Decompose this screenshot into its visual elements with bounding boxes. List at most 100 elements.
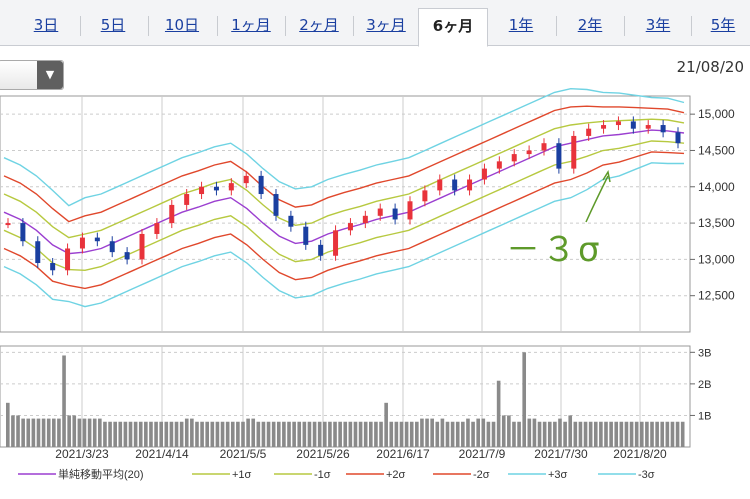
volume-bar	[31, 418, 36, 447]
volume-bar	[532, 418, 537, 447]
volume-bar	[108, 421, 112, 447]
volume-bar	[246, 418, 250, 447]
candle-body	[407, 201, 413, 220]
volume-bar	[174, 421, 179, 447]
volume-bar	[568, 415, 573, 447]
volume-bar	[522, 352, 527, 447]
y-tick-label: 14,000	[698, 180, 735, 194]
candle-body	[35, 241, 41, 264]
volume-bar	[588, 421, 593, 447]
volume-bar	[583, 421, 588, 447]
volume-bar	[205, 421, 210, 447]
candle-body	[288, 215, 294, 227]
volume-bar	[501, 415, 506, 447]
volume-bar	[256, 421, 261, 447]
y-tick-label: 13,500	[698, 216, 735, 230]
tab-3[interactable]: 1ヶ月	[231, 16, 271, 34]
volume-bar	[266, 421, 271, 447]
tab-8[interactable]: 2年	[577, 16, 603, 34]
indicator-dropdown[interactable]: ▼	[0, 60, 64, 90]
volume-bar	[184, 418, 189, 447]
volume-bar	[619, 421, 624, 447]
volume-bar	[517, 421, 521, 447]
volume-bar	[645, 421, 649, 447]
volume-bar	[292, 421, 296, 447]
volume-bar	[394, 421, 399, 447]
volume-bar	[62, 355, 66, 447]
candle-body	[139, 233, 145, 260]
candle-body	[169, 204, 175, 224]
band-line	[3, 105, 685, 223]
x-tick-label: 2021/6/17	[376, 447, 430, 461]
volume-bar	[665, 421, 670, 447]
volume-bar	[87, 418, 92, 447]
tab-9[interactable]: 3年	[645, 16, 671, 34]
volume-bar	[21, 418, 25, 447]
candle-body	[199, 186, 205, 195]
volume-bar	[670, 421, 675, 447]
volume-bar	[230, 421, 235, 447]
volume-bar	[609, 421, 613, 447]
volume-bar	[133, 421, 138, 447]
volume-bar	[276, 421, 281, 447]
tab-6[interactable]: 6ヶ月	[418, 8, 488, 47]
tab-7[interactable]: 1年	[508, 16, 534, 34]
volume-bar	[261, 421, 266, 447]
volume-bar	[573, 421, 578, 447]
candle-body	[437, 179, 443, 191]
volume-bar	[46, 418, 51, 447]
volume-bar	[200, 421, 204, 447]
volume-bar	[144, 421, 148, 447]
volume-bar	[537, 421, 542, 447]
volume-bar	[547, 421, 552, 447]
chevron-down-icon[interactable]: ▼	[37, 61, 63, 89]
volume-bar	[639, 421, 644, 447]
volume-bar	[52, 418, 56, 447]
volume-bar	[409, 421, 414, 447]
volume-bar	[322, 421, 327, 447]
volume-bar	[440, 418, 445, 447]
candle-body	[377, 208, 383, 216]
volume-bar	[369, 421, 373, 447]
tab-2[interactable]: 10日	[164, 16, 200, 34]
volume-bar	[236, 421, 240, 447]
volume-bar	[159, 421, 163, 447]
legend-label: +2σ	[386, 469, 406, 481]
volume-bar	[358, 421, 363, 447]
volume-bar	[430, 418, 434, 447]
volume-bar	[98, 418, 102, 447]
band-line	[3, 87, 685, 207]
tab-4[interactable]: 2ヶ月	[299, 16, 339, 34]
candle-body	[630, 121, 636, 129]
tab-10[interactable]: 5年	[710, 16, 736, 34]
volume-bar	[164, 421, 169, 447]
tab-1[interactable]: 5日	[100, 16, 126, 34]
candle-body	[541, 143, 547, 151]
volume-bar	[348, 421, 353, 447]
volume-bar	[481, 418, 486, 447]
tab-separator	[624, 16, 625, 36]
volume-bar	[195, 421, 199, 447]
candle-body	[109, 241, 115, 253]
volume-bar	[558, 418, 562, 447]
candle-body	[318, 244, 324, 256]
volume-bar	[77, 418, 82, 447]
volume-bar	[220, 421, 225, 447]
volume-bar	[312, 421, 317, 447]
y-tick-label: 13,000	[698, 252, 735, 266]
x-tick-label: 2021/3/23	[55, 447, 109, 461]
volume-bar	[302, 421, 307, 447]
candle-body	[5, 223, 11, 226]
x-tick-label: 2021/7/9	[459, 447, 506, 461]
tab-separator	[147, 16, 149, 36]
tab-separator	[285, 16, 286, 36]
candle-body	[362, 215, 368, 224]
tab-5[interactable]: 3ヶ月	[366, 16, 406, 34]
volume-tick-label: 2B	[698, 379, 711, 391]
y-tick-label: 12,500	[698, 289, 735, 303]
volume-bar	[471, 421, 475, 447]
candle-body	[601, 125, 607, 129]
legend-label: -1σ	[314, 469, 331, 481]
tab-0[interactable]: 3日	[33, 16, 59, 34]
candle-body	[452, 179, 458, 191]
